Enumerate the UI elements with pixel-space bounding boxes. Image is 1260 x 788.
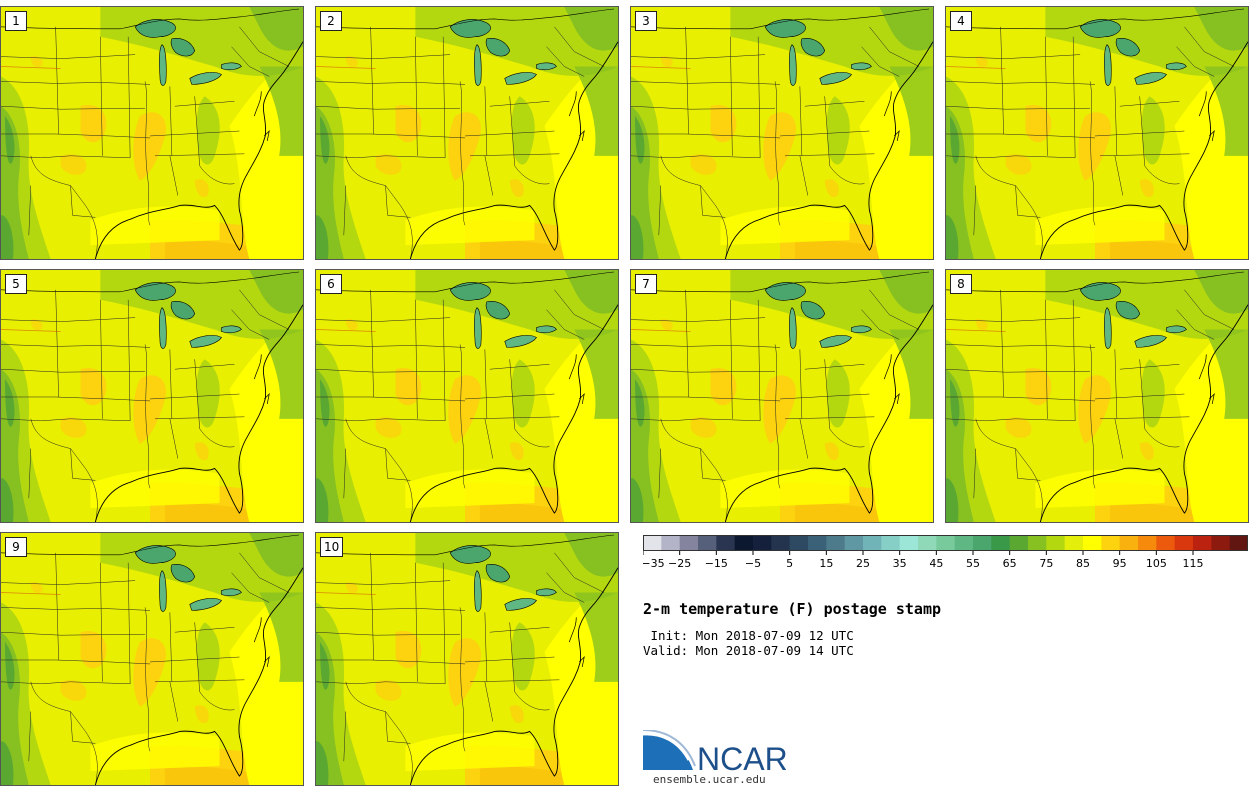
colorbar-swatch [936,535,956,551]
ncar-logo: NCAR [643,730,788,777]
colorbar-tick-label: 95 [1113,557,1127,570]
colorbar-swatch [1156,535,1176,551]
colorbar-swatch [863,535,882,551]
colorbar-swatch [1119,535,1139,551]
map-panel: 6 [315,269,619,523]
member-label: 8 [950,274,972,294]
colorbar-swatch [808,535,827,551]
colorbar-tick-label: 105 [1146,557,1167,570]
colorbar-tick-label: 85 [1076,557,1090,570]
temperature-map [1,270,303,522]
temperature-map [316,7,618,259]
colorbar-swatch [789,535,809,551]
colorbar-swatch [1101,535,1121,551]
member-label: 6 [320,274,342,294]
colorbar-swatch [844,535,864,551]
colorbar-swatch [881,535,901,551]
colorbar-swatch [698,535,717,551]
colorbar-swatch [716,535,736,551]
colorbar-tick-label: −15 [705,557,728,570]
member-label: 7 [635,274,657,294]
map-panel: 10 [315,532,619,786]
member-label: 4 [950,11,972,31]
map-panel: 2 [315,6,619,260]
colorbar-tick-label: 15 [819,557,833,570]
map-panel: 8 [945,269,1249,523]
temperature-colorbar: −35 −25 −15 −5 5 15 25 35 45 55 65 75 85 95 105 115 [643,535,1248,570]
colorbar-swatch [1028,535,1047,551]
colorbar-swatch [918,535,937,551]
colorbar-swatch [973,535,992,551]
colorbar-swatch [826,535,846,551]
colorbar-swatch [771,535,791,551]
colorbar-swatch [1211,535,1231,551]
colorbar-tick-label: −5 [745,557,761,570]
temperature-map [1,533,303,785]
colorbar-swatch [899,535,919,551]
colorbar-tick-label: −35 [643,557,665,570]
colorbar-tick-label: 25 [856,557,870,570]
member-label: 5 [5,274,27,294]
temperature-map [316,270,618,522]
colorbar-swatch [954,535,974,551]
init-time: Init: Mon 2018-07-09 12 UTC [643,628,854,643]
temperature-map [316,533,618,785]
member-label: 1 [5,11,27,31]
map-title: 2-m temperature (F) postage stamp [643,600,942,618]
colorbar-swatch [1138,535,1157,551]
map-panel: 9 [0,532,304,786]
member-label: 2 [320,11,342,31]
logo-url: ensemble.ucar.edu [653,773,766,786]
map-panel: 7 [630,269,934,523]
colorbar-frame [643,535,1248,551]
colorbar-swatch [753,535,772,551]
colorbar-swatch [991,535,1011,551]
member-label: 9 [5,537,27,557]
colorbar-tick-label: −25 [668,557,691,570]
colorbar-swatch [643,535,662,551]
temperature-map [946,270,1248,522]
member-label: 10 [320,537,344,557]
temperature-map [631,270,933,522]
colorbar-swatch [1083,535,1102,551]
colorbar-swatch [1174,535,1194,551]
colorbar-swatch [679,535,699,551]
temperature-map [631,7,933,259]
colorbar-swatch [1229,535,1248,551]
colorbar-swatch [1064,535,1084,551]
colorbar-tick-label: 115 [1183,557,1204,570]
colorbar-swatch [1193,535,1212,551]
logo-text: NCAR [697,741,788,777]
colorbar-tick-label: 55 [966,557,980,570]
map-panel: 3 [630,6,934,260]
colorbar-tick-label: 5 [786,557,793,570]
map-panel: 4 [945,6,1249,260]
temperature-map [1,7,303,259]
colorbar-tick-label: 35 [893,557,907,570]
colorbar-swatch [1009,535,1029,551]
map-panel: 5 [0,269,304,523]
colorbar-tick-label: 65 [1003,557,1017,570]
temperature-map [946,7,1248,259]
colorbar-swatch [661,535,681,551]
colorbar-swatch [734,535,754,551]
colorbar-tick-label: 45 [929,557,943,570]
valid-time: Valid: Mon 2018-07-09 14 UTC [643,643,854,658]
colorbar-swatch [1046,535,1066,551]
colorbar-tick-label: 75 [1039,557,1053,570]
map-panel: 1 [0,6,304,260]
member-label: 3 [635,11,657,31]
